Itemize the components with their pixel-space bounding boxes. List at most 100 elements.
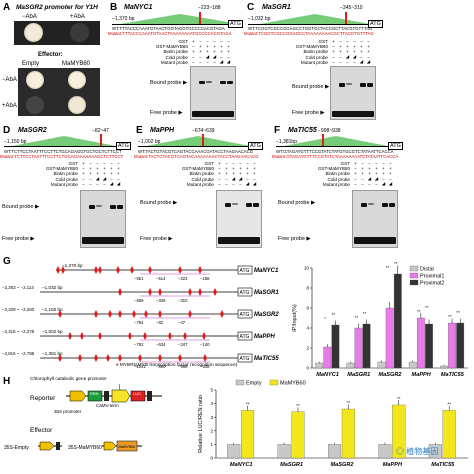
mybr-diamond xyxy=(56,266,60,274)
significance-label: ** xyxy=(417,309,421,314)
mybr-diamond xyxy=(188,310,192,318)
panel-d-gene: MaSGR2 xyxy=(18,127,47,134)
panel-f-gel xyxy=(352,190,398,248)
mybr-diamond xyxy=(118,310,122,318)
mybr-diamond xyxy=(58,310,62,318)
map-atg-label: ATG xyxy=(240,268,250,274)
map-pos-label: −890 xyxy=(156,364,166,369)
panel-b-free: Free probe ▶ xyxy=(150,110,183,116)
y-tick-label: 4 xyxy=(210,401,213,406)
mybr-diamond xyxy=(144,310,148,318)
panel-e-table: GST + − − − − − GST-MaMYB60− + + + + + Biotin prube… xyxy=(181,161,257,187)
panel-e-wt: WT:TACTGTACGTCAGTACCAAACGATACCTAAGAACACG xyxy=(138,149,254,154)
significance-label: ** xyxy=(355,315,359,320)
panel-d-pos: −82~47 xyxy=(92,128,109,134)
panel-d-mut: Mutant:TCTTCCTAATTTCCTTCTGCAGAAAAAAAGCTC… xyxy=(0,154,124,159)
label-aba-plus-2: +AbA xyxy=(2,103,17,109)
mybr-diamond xyxy=(78,354,82,362)
y-tick-label: 6 xyxy=(306,306,309,311)
significance-label: ** xyxy=(456,310,460,315)
panel-b-bound: Bound probe ▶ xyxy=(150,80,188,86)
effector-h-label: Effector xyxy=(30,427,53,434)
bar xyxy=(440,365,448,369)
mybr-diamond xyxy=(98,266,102,274)
camv-caption: CaMV-term xyxy=(96,403,119,408)
bar xyxy=(442,410,456,459)
map-pos-label: −1041 xyxy=(134,364,146,369)
panel-b-letter: B xyxy=(110,2,118,13)
label-aba-minus-2: −AbA xyxy=(2,77,17,83)
panel-e-gel xyxy=(216,190,262,248)
colony-aba-plus-none xyxy=(70,23,89,42)
panel-f-gene: MaTIC55 xyxy=(288,127,317,134)
mybr-diamond xyxy=(198,288,202,296)
panel-b-table: GST + − − − − − GST-MaMYB60− + + + + + Biotin probe… xyxy=(150,39,232,65)
label-mamyb60: MaMYB60 xyxy=(62,61,91,67)
bar xyxy=(408,361,417,369)
legend-swatch xyxy=(269,379,279,386)
mybr-diamond xyxy=(158,354,162,362)
panel-e-bound: Bound probe ▶ xyxy=(140,200,178,206)
significance-label: ** xyxy=(347,400,351,405)
mybr-diamond xyxy=(118,354,122,362)
bar xyxy=(385,307,394,369)
map-pos-label: −514 xyxy=(156,276,166,281)
panel-b-mut: Mutant:TTTACCCAAATGTAACTAAAAAAAATGCCCCAC… xyxy=(108,31,232,36)
y-tick-label: 0 xyxy=(306,366,309,371)
ccg-promoter-arrow xyxy=(111,389,131,403)
map-left-label: −2,316 ~ −2,278 xyxy=(2,329,35,334)
significance-label: ** xyxy=(447,401,451,406)
legend-swatch xyxy=(409,272,419,279)
panel-d-gel xyxy=(80,190,126,248)
significance-label: ** xyxy=(394,262,398,266)
map-pos-label: −345 xyxy=(156,298,166,303)
panel-c-site xyxy=(345,12,347,24)
label-aba-minus: −AbA xyxy=(22,14,37,20)
map-pos-label: −754 xyxy=(134,320,144,325)
map-pos-label: −792 xyxy=(134,342,144,347)
bar xyxy=(448,322,456,369)
legend-label: Proximal1 xyxy=(420,274,444,280)
panel-c-bp: −1,032 bp xyxy=(248,16,271,22)
panel-c-table: GST + − − − − − GST-MaMYB60− + + + + + Biotin probe… xyxy=(295,39,371,65)
significance-label: ** xyxy=(363,311,367,316)
mybr-diamond xyxy=(188,288,192,296)
bar xyxy=(241,410,255,459)
mybr-diamond xyxy=(94,266,98,274)
y-tick-label: 0 xyxy=(210,456,213,461)
panel-f-atg: ATG xyxy=(388,142,403,150)
panel-b-wt: WT:TTTACCCAAATGTAACTGGTAGGTGCCCCACGTAGA xyxy=(112,26,225,31)
panel-c-gene: MaSGR1 xyxy=(262,4,291,11)
panel-e-gene: MaPPH xyxy=(150,127,175,134)
map-pos-label: −310 xyxy=(178,298,188,303)
panel-c-pos: −345~310 xyxy=(340,5,363,11)
panel-e-promoter-line xyxy=(138,146,248,147)
panel-b-promoter-line xyxy=(112,24,228,25)
map-gene-label: MaNYC1 xyxy=(254,268,279,274)
map-pos-label: −82 xyxy=(156,320,164,325)
map-pos-label: −659 xyxy=(134,298,144,303)
panel-f-table: GST + − − − − − GST-MaMYB60− + + + + + Biotin probe… xyxy=(317,161,393,187)
luc-chart: 0 1 2 3 4 5 Relative LUC/REN ratio MaNYC1 ** MaSG… xyxy=(198,379,468,468)
map-gene-label: MaTIC55 xyxy=(254,356,279,362)
significance-label: ** xyxy=(246,401,250,406)
map-pos-label: −140 xyxy=(200,342,210,347)
panel-c-green-wedge xyxy=(260,14,370,24)
x-tick-label: MaNYC1 xyxy=(316,372,339,378)
map-pos-label: −551 xyxy=(134,276,144,281)
panel-d-atg: ATG xyxy=(116,142,131,150)
bar xyxy=(393,273,402,369)
panel-a-letter: A xyxy=(3,2,11,13)
bar xyxy=(456,322,465,369)
mybr-diamond xyxy=(58,354,62,362)
map-atg-box xyxy=(237,309,253,319)
label-empty: Empty xyxy=(22,61,40,67)
mybr-diamond xyxy=(138,354,142,362)
mybr-diamond xyxy=(203,354,207,362)
map-pos-label: −223 xyxy=(178,276,188,281)
mybr-diamond xyxy=(148,266,152,274)
legend-label: Empty xyxy=(246,381,262,387)
y-tick-label: 8 xyxy=(306,286,309,291)
map-atg-box xyxy=(237,265,253,275)
colony-empty-plus xyxy=(26,96,44,114)
